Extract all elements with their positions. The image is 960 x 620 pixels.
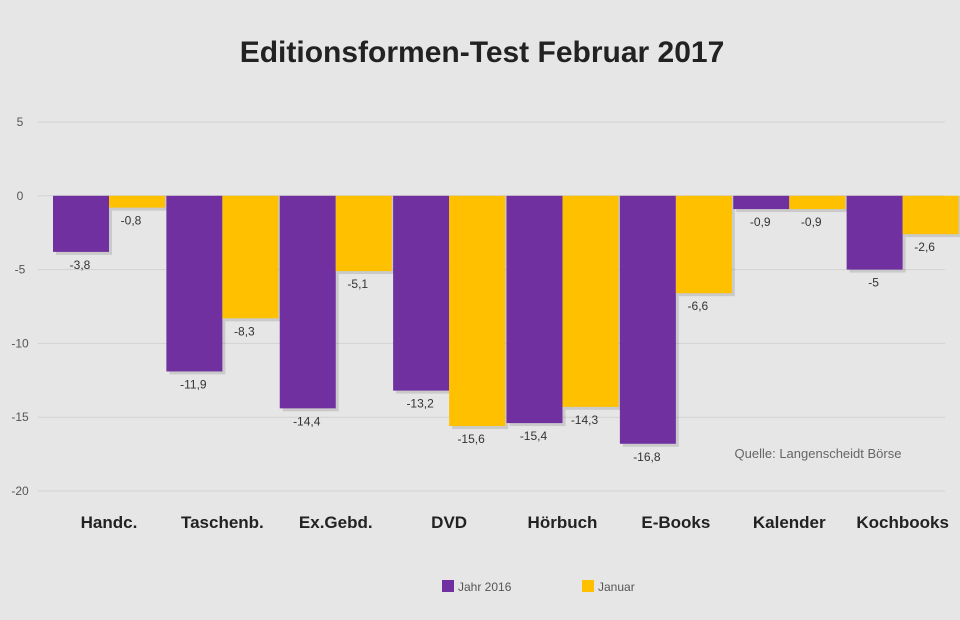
bar-jahr-2016 xyxy=(53,195,109,252)
legend-swatch xyxy=(442,580,454,592)
bar-jahr-2016 xyxy=(733,195,790,210)
legend-label: Januar xyxy=(598,580,635,594)
x-tick-label: E-Books xyxy=(641,513,710,532)
data-label: -0,9 xyxy=(750,215,771,229)
legend-swatch xyxy=(582,580,594,592)
data-label: -5 xyxy=(868,276,879,290)
bars xyxy=(53,195,960,447)
data-label: -11,9 xyxy=(180,377,207,391)
data-label: -3,8 xyxy=(70,258,91,272)
bar-jahr-2016 xyxy=(506,195,563,424)
bar-januar xyxy=(449,195,506,427)
bar-jahr-2016 xyxy=(619,195,676,444)
data-label: -14,4 xyxy=(293,414,321,428)
bar-jahr-2016 xyxy=(393,195,450,391)
y-tick-label: 0 xyxy=(17,189,24,203)
bar-januar xyxy=(789,195,846,210)
x-tick-label: DVD xyxy=(431,513,467,532)
bar-januar xyxy=(335,195,392,272)
data-label: -13,2 xyxy=(406,397,434,411)
x-axis-labels: Handc. Taschenb. Ex.Gebd. DVD Hörbuch E-Books… xyxy=(81,513,949,532)
y-tick-label: 5 xyxy=(17,115,24,129)
data-label: -2,6 xyxy=(914,240,935,254)
chart-title: Editionsformen-Test Februar 2017 xyxy=(240,36,725,69)
bar-januar xyxy=(109,195,165,208)
bar-januar xyxy=(222,195,279,319)
y-tick-label: -5 xyxy=(15,263,26,277)
x-tick-label: Hörbuch xyxy=(528,513,598,532)
x-tick-label: Handc. xyxy=(81,513,138,532)
data-label: -0,8 xyxy=(121,214,142,228)
bar-jahr-2016 xyxy=(846,195,903,270)
x-tick-label: Kalender xyxy=(753,513,826,532)
bar-jahr-2016 xyxy=(166,195,223,372)
data-label: -8,3 xyxy=(234,324,255,338)
bar-januar xyxy=(902,195,959,235)
data-labels: -3,8 -0,8 -11,9 -8,3 -14,4 -5,1 -13,2 -15,6 -15,… xyxy=(70,214,936,464)
x-tick-label: Ex.Gebd. xyxy=(299,513,373,532)
bar-januar xyxy=(562,195,619,407)
data-label: -15,6 xyxy=(457,432,485,446)
data-label: -16,8 xyxy=(633,450,661,464)
y-tick-label: -10 xyxy=(11,336,29,350)
legend: Jahr 2016 Januar xyxy=(442,580,635,594)
y-tick-label: -20 xyxy=(11,484,29,498)
bar-jahr-2016 xyxy=(279,195,336,409)
data-label: -14,3 xyxy=(571,413,599,427)
legend-label: Jahr 2016 xyxy=(458,580,512,594)
x-tick-label: Kochbooks xyxy=(856,513,949,532)
data-label: -5,1 xyxy=(347,277,368,291)
data-label: -6,6 xyxy=(688,299,709,313)
bar-januar xyxy=(675,195,732,294)
source-note: Quelle: Langenscheidt Börse xyxy=(735,446,902,461)
data-label: -15,4 xyxy=(520,429,548,443)
y-tick-label: -15 xyxy=(11,410,29,424)
x-tick-label: Taschenb. xyxy=(181,513,264,532)
data-label: -0,9 xyxy=(801,215,822,229)
